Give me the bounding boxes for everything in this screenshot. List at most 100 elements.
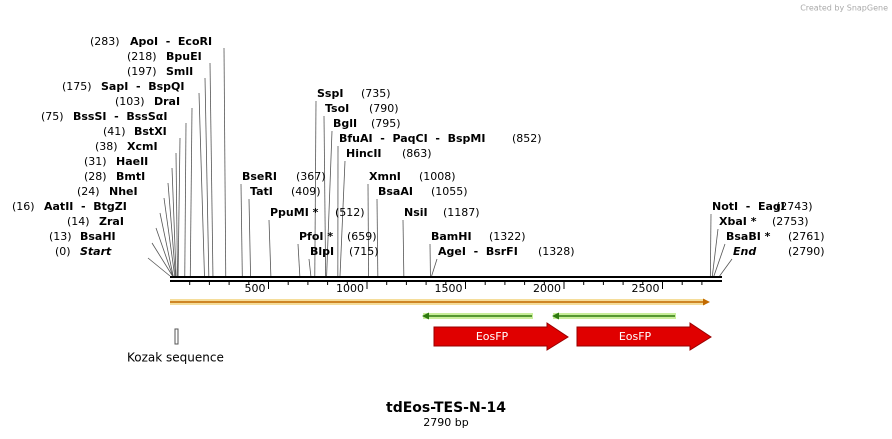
site-position: (13) <box>49 230 72 243</box>
site-name: DraI <box>154 95 180 108</box>
ruler-label: 1000 <box>336 282 364 295</box>
site-name: SspI <box>317 87 343 100</box>
site-position: (409) <box>291 185 321 198</box>
site-name: ApoI - EcoRI <box>130 35 212 48</box>
site-line <box>151 242 173 277</box>
site-name: NsiI <box>404 206 428 219</box>
site-line <box>163 197 176 277</box>
site-position: (512) <box>335 206 365 219</box>
site-name: BssSI - BssSαI <box>73 110 167 123</box>
site-line <box>167 182 176 277</box>
site-name: End <box>733 245 756 258</box>
site-line <box>268 219 272 277</box>
site-position: (1008) <box>419 170 456 183</box>
site-position: (218) <box>127 50 157 63</box>
site-name: BlpI <box>310 245 334 258</box>
ruler-label: 500 <box>245 282 266 295</box>
site-position: (38) <box>95 140 118 153</box>
site-line <box>719 258 733 277</box>
site-name: SapI - BspQI <box>101 80 184 93</box>
site-line <box>240 183 243 277</box>
site-name: NotI - EagI <box>712 200 785 213</box>
site-line <box>711 228 719 277</box>
site-position: (1328) <box>538 245 575 258</box>
site-position: (103) <box>115 95 145 108</box>
feature-label: Kozak sequence <box>127 351 224 365</box>
site-line <box>147 257 171 277</box>
site-line <box>376 198 379 277</box>
site-name: XcmI <box>127 140 158 153</box>
site-line <box>323 115 327 277</box>
site-position: (2790) <box>788 245 825 258</box>
feature-arrow <box>576 322 712 351</box>
site-line <box>175 152 178 277</box>
site-name: BglI <box>333 117 357 130</box>
site-line <box>297 243 301 277</box>
kozak-mark <box>174 328 179 345</box>
site-position: (863) <box>402 147 432 160</box>
site-line <box>204 77 210 277</box>
site-name: XbaI * <box>719 215 757 228</box>
site-name: TatI <box>250 185 273 198</box>
site-name: HaeII <box>116 155 148 168</box>
backbone <box>170 276 722 282</box>
site-position: (790) <box>369 102 399 115</box>
site-position: (852) <box>512 132 542 145</box>
site-line <box>248 198 251 277</box>
site-position: (16) <box>12 200 35 213</box>
site-line <box>339 160 346 277</box>
site-name: Start <box>80 245 112 258</box>
site-position: (28) <box>84 170 107 183</box>
site-line <box>314 100 317 277</box>
ruler-label: 1500 <box>435 282 463 295</box>
feature-label: EosFP <box>476 330 509 343</box>
site-line <box>155 227 174 277</box>
site-position: (1322) <box>489 230 526 243</box>
site-line <box>198 92 205 277</box>
site-name: SmlI <box>166 65 193 78</box>
site-name: HincII <box>346 147 382 160</box>
site-position: (715) <box>349 245 379 258</box>
site-line <box>431 258 438 277</box>
full-orf <box>170 298 710 306</box>
site-name: XmnI <box>369 170 401 183</box>
site-name: BsaHI <box>80 230 116 243</box>
site-line <box>177 137 181 277</box>
length: 2790 bp <box>423 416 468 429</box>
site-name: PfoI * <box>299 230 333 243</box>
ruler-label: 2500 <box>632 282 660 295</box>
site-name: ZraI <box>99 215 124 228</box>
site-line <box>171 167 177 277</box>
site-name: PpuMI * <box>270 206 319 219</box>
site-position: (1187) <box>443 206 480 219</box>
site-position: (41) <box>103 125 126 138</box>
site-line <box>367 183 369 277</box>
site-line <box>184 122 187 277</box>
site-name: BstXI <box>134 125 167 138</box>
site-name: BseRI <box>242 170 277 183</box>
ruler-label: 2000 <box>533 282 561 295</box>
site-name: AatII - BtgZI <box>44 200 127 213</box>
site-position: (283) <box>90 35 120 48</box>
site-position: (2743) <box>776 200 813 213</box>
site-position: (659) <box>347 230 377 243</box>
site-position: (175) <box>62 80 92 93</box>
site-position: (795) <box>371 117 401 130</box>
site-line <box>713 243 726 277</box>
reverse-arrow <box>422 312 676 320</box>
site-name: BamHI <box>431 230 472 243</box>
site-line <box>159 212 174 277</box>
site-line <box>709 213 712 277</box>
site-line <box>326 130 333 277</box>
site-position: (367) <box>296 170 326 183</box>
site-name: BsaBI * <box>726 230 771 243</box>
site-name: BsaAI <box>378 185 413 198</box>
credit: Created by SnapGene <box>800 4 888 13</box>
site-name: NheI <box>109 185 138 198</box>
site-name: BmtI <box>116 170 145 183</box>
feature-label: EosFP <box>619 330 652 343</box>
site-line <box>189 107 193 277</box>
site-position: (24) <box>77 185 100 198</box>
site-line <box>308 258 312 277</box>
site-line <box>209 62 214 277</box>
